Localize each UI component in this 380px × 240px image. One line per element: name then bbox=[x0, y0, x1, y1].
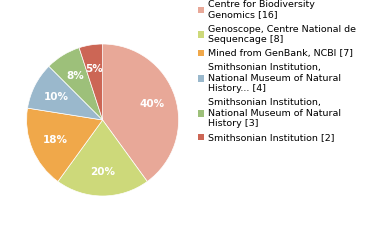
Text: 20%: 20% bbox=[90, 167, 115, 177]
Text: 40%: 40% bbox=[139, 99, 164, 109]
Text: 5%: 5% bbox=[86, 64, 103, 74]
Text: 8%: 8% bbox=[67, 71, 84, 81]
Wedge shape bbox=[58, 120, 147, 196]
Wedge shape bbox=[49, 48, 103, 120]
Wedge shape bbox=[79, 44, 103, 120]
Wedge shape bbox=[27, 66, 103, 120]
Text: 18%: 18% bbox=[42, 135, 67, 145]
Text: 10%: 10% bbox=[44, 91, 69, 102]
Wedge shape bbox=[27, 108, 103, 181]
Legend: Centre for Biodiversity
Genomics [16], Genoscope, Centre National de
Sequencage : Centre for Biodiversity Genomics [16], G… bbox=[198, 0, 356, 142]
Wedge shape bbox=[103, 44, 179, 181]
